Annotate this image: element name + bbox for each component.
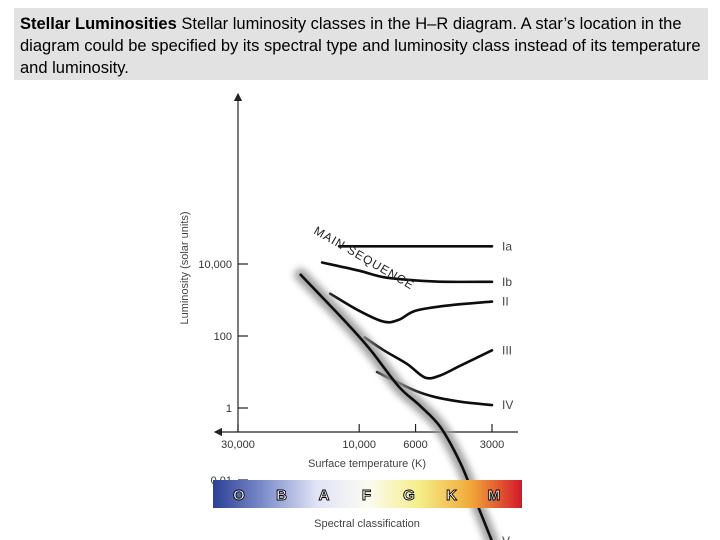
x-tick-label: 6000 xyxy=(403,439,427,451)
x-tick-label: 30,000 xyxy=(221,439,255,451)
spectral-class-g: G xyxy=(403,487,415,504)
y-tick-label: 100 xyxy=(214,331,232,343)
spectral-class-f: F xyxy=(362,487,371,504)
series-label-v: V xyxy=(502,534,510,540)
luminosity-class-curves xyxy=(294,245,499,540)
spectral-class-m: M xyxy=(488,487,501,504)
y-tick-label: 1 xyxy=(226,403,232,415)
spectral-class-o: O xyxy=(233,487,245,504)
series-line-iii xyxy=(363,336,494,380)
luminosity-class-labels: IaIbIIIIIIVV xyxy=(502,239,513,540)
x-tick-label: 10,000 xyxy=(342,439,376,451)
main-sequence-label: MAIN SEQUENCE xyxy=(312,223,417,292)
y-tick-label: 10,000 xyxy=(198,259,232,271)
caption-title: Stellar Luminosities xyxy=(20,15,177,33)
caption-text: Stellar luminosity classes in the H–R di… xyxy=(20,15,701,77)
spectral-gradient-band xyxy=(213,480,522,508)
series-line-ib xyxy=(320,261,494,284)
series-line-ii xyxy=(328,292,494,324)
series-label-ia: Ia xyxy=(502,239,512,253)
series-label-iii: III xyxy=(502,343,512,357)
x-tick-label: 3000 xyxy=(480,439,504,451)
caption-box: Stellar Luminosities Stellar luminosity … xyxy=(14,8,708,80)
series-label-ib: Ib xyxy=(502,275,512,289)
figure-caption: Stellar Luminosities Stellar luminosity … xyxy=(20,13,702,79)
series-label-iv: IV xyxy=(502,398,513,412)
spectral-axis-title: Spectral classification xyxy=(314,518,420,530)
spectral-class-a: A xyxy=(319,487,330,504)
spectral-class-k: K xyxy=(446,487,457,504)
x-axis-title: Surface temperature (K) xyxy=(308,458,426,470)
series-label-ii: II xyxy=(502,295,509,309)
x-axis-ticks: 30,000 10,000 6000 3000 xyxy=(221,424,504,451)
spectral-class-b: B xyxy=(276,487,287,504)
y-axis-title: Luminosity (solar units) xyxy=(179,211,191,324)
